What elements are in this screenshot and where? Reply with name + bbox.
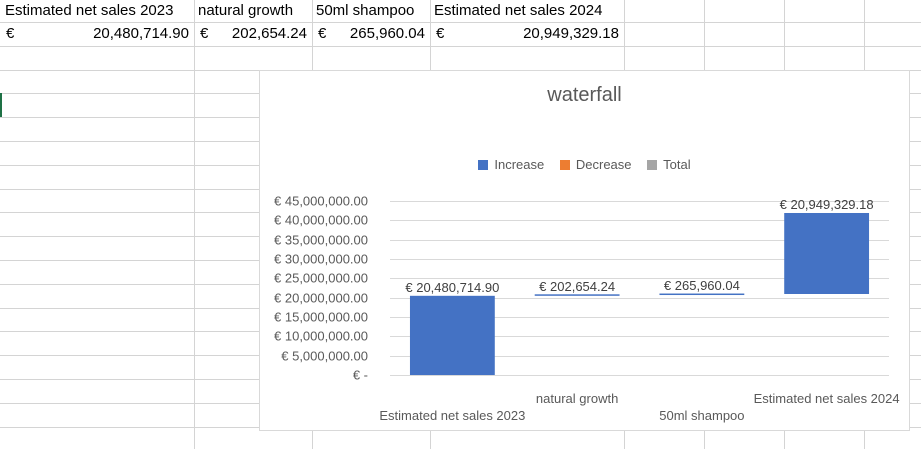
legend-label: Increase — [494, 157, 545, 172]
waterfall-bar — [409, 295, 495, 375]
y-tick-label: € 30,000,000.00 — [274, 252, 368, 267]
currency-symbol: € — [436, 25, 445, 42]
value-cell-net-sales-2024[interactable]: € 20,949,329.18 — [430, 23, 624, 45]
data-label: € 265,960.04 — [664, 278, 740, 293]
waterfall-bar — [784, 212, 870, 294]
currency-symbol: € — [200, 25, 209, 42]
legend-swatch-total — [647, 160, 658, 170]
amount: 20,480,714.90 — [93, 25, 189, 42]
amount: 202,654.24 — [231, 25, 307, 42]
value-cell-natural-growth[interactable]: € 202,654.24 — [194, 23, 312, 45]
currency-symbol: € — [6, 25, 15, 42]
legend-swatch-increase — [478, 160, 489, 170]
x-category-label: 50ml shampoo — [659, 408, 744, 423]
legend-item-decrease: Decrease — [559, 157, 632, 172]
legend-label: Total — [663, 157, 691, 172]
y-tick-label: € 40,000,000.00 — [274, 213, 368, 228]
legend-item-total: Total — [647, 157, 691, 172]
header-cell-net-sales-2024[interactable]: Estimated net sales 2024 — [430, 0, 624, 22]
legend-item-increase: Increase — [478, 157, 544, 172]
x-category-label: Estimated net sales 2024 — [754, 391, 900, 406]
x-category-label: Estimated net sales 2023 — [379, 408, 525, 423]
y-tick-label: € - — [353, 368, 368, 383]
header-text: 50ml shampoo — [316, 2, 415, 19]
legend-label: Decrease — [575, 157, 632, 172]
waterfall-chart[interactable]: waterfall Increase Decrease Total € - € 5… — [259, 70, 910, 431]
header-cell-net-sales-2023[interactable]: Estimated net sales 2023 — [0, 0, 194, 22]
currency-symbol: € — [318, 25, 327, 42]
header-text: Estimated net sales 2024 — [434, 2, 603, 19]
y-tick-label: € 10,000,000.00 — [274, 329, 368, 344]
y-tick-label: € 25,000,000.00 — [274, 271, 368, 286]
header-text: Estimated net sales 2023 — [5, 2, 174, 19]
y-tick-label: € 20,000,000.00 — [274, 291, 368, 306]
y-tick-label: € 35,000,000.00 — [274, 233, 368, 248]
data-label: € 202,654.24 — [539, 279, 615, 294]
y-tick-label: € 5,000,000.00 — [281, 349, 368, 364]
y-tick-label: € 45,000,000.00 — [274, 194, 368, 209]
waterfall-bar — [659, 293, 745, 296]
active-cell-marker — [0, 93, 2, 117]
data-label: € 20,949,329.18 — [780, 197, 874, 212]
header-cell-natural-growth[interactable]: natural growth — [194, 0, 312, 22]
legend-swatch-decrease — [559, 160, 570, 170]
waterfall-bar — [534, 294, 620, 296]
value-cell-50ml-shampoo[interactable]: € 265,960.04 — [312, 23, 430, 45]
chart-plot-area: € - € 5,000,000.00 € 10,000,000.00 € 15,000… — [274, 194, 900, 424]
header-cell-50ml-shampoo[interactable]: 50ml shampoo — [312, 0, 430, 22]
chart-legend: Increase Decrease Total — [260, 157, 909, 172]
amount: 265,960.04 — [349, 25, 425, 42]
header-text: natural growth — [198, 2, 294, 19]
amount: 20,949,329.18 — [523, 25, 619, 42]
x-category-label: natural growth — [536, 391, 618, 406]
y-tick-label: € 15,000,000.00 — [274, 310, 368, 325]
data-label: € 20,480,714.90 — [405, 280, 499, 295]
value-cell-net-sales-2023[interactable]: € 20,480,714.90 — [0, 23, 194, 45]
chart-title: waterfall — [547, 84, 622, 106]
